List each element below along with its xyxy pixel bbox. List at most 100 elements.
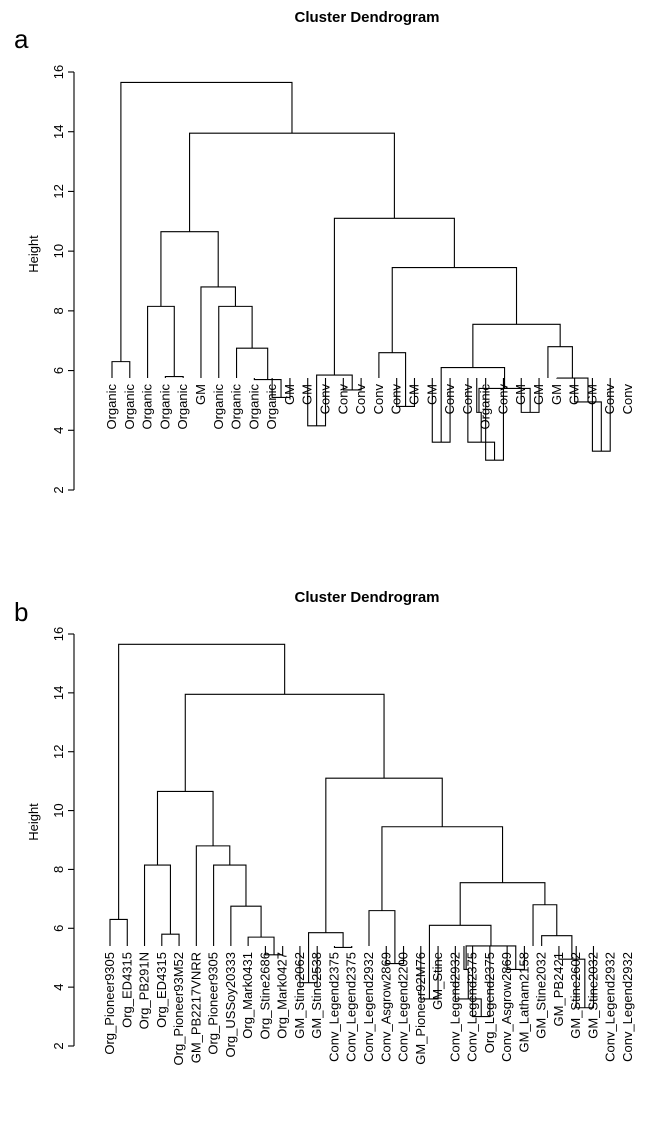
leaf-label: Conv — [460, 384, 475, 415]
y-axis-a: 2 4 6 8 10 12 14 16 — [51, 65, 75, 494]
leaf-label: Org_Legend2375 — [482, 952, 497, 1053]
merge-branch — [218, 305, 253, 378]
leaf-label: Org_ED4315 — [154, 952, 169, 1028]
merge-branch — [459, 882, 546, 926]
leaf-label: Conv_Legend2932 — [620, 952, 635, 1062]
chart-title-b: Cluster Dendrogram — [294, 589, 439, 606]
leaf-label: Organic — [229, 384, 244, 430]
merge-branch — [109, 918, 128, 946]
merge-branch — [120, 81, 293, 362]
leaf-label: Org_Pioneer9305 — [206, 952, 221, 1055]
y-tick-label: 8 — [51, 307, 66, 314]
leaf-label: GM — [406, 384, 421, 405]
merge-branch — [472, 323, 561, 368]
y-tick-label: 4 — [51, 984, 66, 991]
leaf-label: GM_Latham2158 — [516, 952, 531, 1052]
leaf-label: GM_PB2217VNRR — [188, 952, 203, 1063]
y-tick-label: 4 — [51, 427, 66, 434]
leaf-label: GM — [300, 384, 315, 405]
merge-branch — [506, 946, 525, 971]
merge-branch — [213, 864, 247, 946]
merge-branch — [428, 924, 492, 999]
merge-branch — [147, 305, 175, 378]
leaf-label: Organic — [246, 384, 261, 430]
leaf-label: Organic — [122, 384, 137, 430]
leaf-label: Conv_Legend2375 — [344, 952, 359, 1062]
leaf-label: Conv_Legend2375 — [326, 952, 341, 1062]
leaf-label: Conv_Legend2932 — [603, 952, 618, 1062]
leaf-label: GM — [193, 384, 208, 405]
merge-branch — [532, 904, 558, 946]
leaf-label: GM — [513, 384, 528, 405]
merge-branch — [236, 347, 269, 380]
merge-branch — [485, 378, 504, 461]
y-tick-label: 6 — [51, 925, 66, 932]
merge-branch — [440, 367, 506, 443]
leaf-label: Org_Mark0427 — [275, 952, 290, 1039]
dendrogram-panel-b: b Cluster Dendrogram Height 2 4 6 8 10 12 14 16… — [14, 589, 635, 1065]
chart-title-a: Cluster Dendrogram — [294, 9, 439, 26]
merge-branch — [368, 910, 396, 964]
y-tick-label: 14 — [51, 124, 66, 138]
merge-branch — [230, 905, 262, 946]
leaf-label: GM_Stine2538 — [309, 952, 324, 1039]
y-tick-label: 6 — [51, 367, 66, 374]
merge-branch — [478, 387, 531, 413]
merge-branch — [465, 945, 517, 970]
leaf-label: GM_Stine2032 — [585, 952, 600, 1039]
merge-branch — [547, 346, 573, 379]
dendrogram-panel-a: a Cluster Dendrogram Height 2 4 6 8 10 12 14 16… — [14, 9, 635, 494]
leaf-label: Conv_Legend2932 — [447, 952, 462, 1062]
leaf-label: GM — [567, 384, 582, 405]
merge-branch — [164, 375, 184, 378]
leaf-label: Org_Pioneer93M52 — [171, 952, 186, 1065]
leaf-label: Conv — [389, 384, 404, 415]
y-tick-label: 16 — [51, 627, 66, 641]
leaf-label: Organic — [211, 384, 226, 430]
leaf-label: GM_Stine2602 — [568, 952, 583, 1039]
leaf-label: GM_Stine2032 — [534, 952, 549, 1039]
merge-branch — [333, 217, 455, 376]
dendrogram-lines-a — [111, 81, 611, 461]
leaf-label: Conv_Asgrow2869 — [499, 952, 514, 1062]
y-axis-label-a: Height — [26, 235, 41, 273]
merge-branch — [556, 377, 589, 402]
leaf-label: GM — [584, 384, 599, 405]
leaf-label: GM_Pioneer92M76 — [413, 952, 428, 1065]
leaf-label: GM — [282, 384, 297, 405]
merge-branch — [381, 826, 504, 911]
leaf-label: Org_USSoy20333 — [223, 952, 238, 1058]
leaf-label: Conv_Legend2932 — [361, 952, 376, 1062]
leaf-label: Conv — [371, 384, 386, 415]
leaf-label: Conv — [495, 384, 510, 415]
merge-branch — [541, 935, 573, 960]
leaf-label: Organic — [157, 384, 172, 430]
merge-branch — [463, 946, 469, 999]
merge-branch — [558, 946, 586, 1008]
leaf-label: GM_Stine — [430, 952, 445, 1010]
merge-branch — [189, 132, 395, 232]
y-tick-label: 2 — [51, 486, 66, 493]
leaf-label: Org_PB291N — [137, 952, 152, 1029]
merge-branch — [184, 693, 385, 792]
leaf-label: Conv_Legend2375 — [465, 952, 480, 1062]
panel-label-b: b — [14, 597, 28, 627]
merge-branch — [299, 946, 318, 984]
y-tick-label: 2 — [51, 1042, 66, 1049]
y-tick-label: 14 — [51, 686, 66, 700]
merge-branch — [161, 933, 180, 946]
leaf-label: Organic — [264, 384, 279, 430]
merge-branch — [253, 378, 282, 398]
merge-branch — [431, 378, 451, 443]
leaf-label: GM — [549, 384, 564, 405]
leaf-label: Org_Mark0431 — [240, 952, 255, 1039]
leaf-label: Conv — [620, 384, 635, 415]
leaf-label: Org_Stine2686 — [257, 952, 272, 1039]
merge-branch — [325, 777, 443, 933]
leaf-label: Conv — [318, 384, 333, 415]
leaf-label: GM — [531, 384, 546, 405]
y-tick-label: 10 — [51, 803, 66, 817]
leaf-label: Organic — [478, 384, 493, 430]
leaf-labels-a: Organic Organic Organic Organic Organic GM Org… — [104, 384, 635, 430]
